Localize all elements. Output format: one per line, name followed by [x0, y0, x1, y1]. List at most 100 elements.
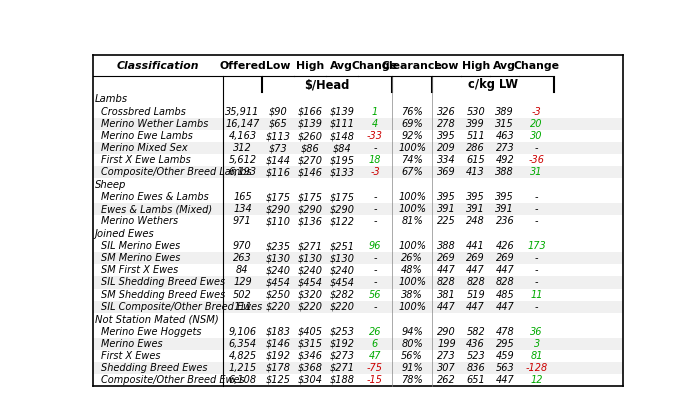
Text: 307: 307 [437, 363, 456, 373]
Text: 81: 81 [530, 351, 543, 361]
Text: 80%: 80% [401, 339, 423, 349]
Text: $166: $166 [297, 107, 322, 117]
Text: $90: $90 [269, 107, 288, 117]
Text: Low: Low [434, 61, 459, 71]
Bar [93, 240, 623, 252]
Text: 523: 523 [466, 351, 485, 361]
Text: 84: 84 [236, 266, 248, 275]
Text: $290: $290 [329, 204, 355, 214]
Text: Lambs: Lambs [95, 94, 128, 104]
Text: 48%: 48% [401, 266, 423, 275]
Text: 4,825: 4,825 [228, 351, 256, 361]
Text: High: High [461, 61, 490, 71]
Text: -: - [535, 253, 538, 263]
Text: 36: 36 [530, 326, 543, 337]
Text: c/kg LW: c/kg LW [468, 79, 518, 91]
Text: Classification: Classification [117, 61, 199, 71]
Text: 388: 388 [496, 167, 514, 177]
Text: 6,193: 6,193 [228, 167, 256, 177]
Text: -: - [373, 143, 377, 153]
Text: $260: $260 [297, 131, 322, 141]
Text: 273: 273 [437, 351, 456, 361]
Text: -: - [535, 204, 538, 214]
Text: 263: 263 [233, 253, 252, 263]
Text: -: - [373, 302, 377, 312]
Bar [93, 252, 623, 264]
Text: $304: $304 [297, 375, 322, 385]
Text: 447: 447 [466, 266, 485, 275]
Text: 100%: 100% [398, 192, 426, 202]
Text: 31: 31 [530, 167, 543, 177]
Text: 225: 225 [437, 216, 456, 226]
Text: $/Head: $/Head [304, 79, 350, 91]
Text: -75: -75 [367, 363, 383, 373]
Text: $346: $346 [297, 351, 322, 361]
Text: $454: $454 [266, 278, 290, 287]
Text: $270: $270 [297, 155, 322, 165]
Text: 395: 395 [496, 192, 514, 202]
Text: 100%: 100% [398, 241, 426, 251]
Text: 47: 47 [369, 351, 381, 361]
Bar [93, 227, 623, 240]
Text: 76%: 76% [401, 107, 423, 117]
Text: 269: 269 [466, 253, 485, 263]
Text: $122: $122 [329, 216, 355, 226]
Text: $144: $144 [266, 155, 290, 165]
Text: Not Station Mated (NSM): Not Station Mated (NSM) [95, 314, 218, 324]
Text: 836: 836 [466, 363, 485, 373]
Text: $139: $139 [297, 119, 322, 129]
Text: 326: 326 [437, 107, 456, 117]
Text: $220: $220 [266, 302, 290, 312]
Text: 4: 4 [372, 119, 378, 129]
Text: 447: 447 [496, 375, 514, 385]
Text: 96: 96 [369, 241, 381, 251]
Text: 413: 413 [466, 167, 485, 177]
Text: $320: $320 [297, 290, 322, 299]
Text: Composite/Other Breed Ewes: Composite/Other Breed Ewes [101, 375, 245, 385]
Text: Shedding Breed Ewes: Shedding Breed Ewes [101, 363, 208, 373]
Text: 286: 286 [466, 143, 485, 153]
Text: $136: $136 [297, 216, 322, 226]
Text: $125: $125 [266, 375, 290, 385]
Text: Change: Change [514, 61, 560, 71]
Text: High: High [296, 61, 324, 71]
Text: 165: 165 [233, 192, 252, 202]
Text: SM Merino Ewes: SM Merino Ewes [101, 253, 181, 263]
Text: 273: 273 [496, 143, 514, 153]
Text: Low: Low [266, 61, 290, 71]
Text: 651: 651 [466, 375, 485, 385]
Text: $220: $220 [329, 302, 355, 312]
Text: 970: 970 [233, 241, 252, 251]
Text: Merino Wether Lambs: Merino Wether Lambs [101, 119, 209, 129]
Bar [93, 362, 623, 374]
Text: -3: -3 [532, 107, 542, 117]
Text: -33: -33 [367, 131, 383, 141]
Text: Merino Ewe Lambs: Merino Ewe Lambs [101, 131, 193, 141]
Text: 278: 278 [437, 119, 456, 129]
Text: $454: $454 [297, 278, 322, 287]
Text: 492: 492 [496, 155, 514, 165]
Text: 18: 18 [369, 155, 381, 165]
Text: 447: 447 [496, 266, 514, 275]
Bar [93, 106, 623, 118]
Text: 426: 426 [496, 241, 514, 251]
Text: 92%: 92% [401, 131, 423, 141]
Text: 391: 391 [437, 204, 456, 214]
Text: 209: 209 [437, 143, 456, 153]
Text: $65: $65 [269, 119, 288, 129]
Text: 262: 262 [437, 375, 456, 385]
Text: 399: 399 [466, 119, 485, 129]
Text: 519: 519 [466, 290, 485, 299]
Text: 56%: 56% [401, 351, 423, 361]
Text: 78%: 78% [401, 375, 423, 385]
Text: Avg: Avg [493, 61, 517, 71]
Bar [93, 326, 623, 338]
Text: Merino Ewes: Merino Ewes [101, 339, 163, 349]
Text: 16,147: 16,147 [225, 119, 260, 129]
Text: $113: $113 [266, 131, 290, 141]
Text: 6: 6 [372, 339, 378, 349]
Text: 269: 269 [496, 253, 514, 263]
Bar [93, 130, 623, 142]
Text: -15: -15 [367, 375, 383, 385]
Text: 463: 463 [496, 131, 514, 141]
